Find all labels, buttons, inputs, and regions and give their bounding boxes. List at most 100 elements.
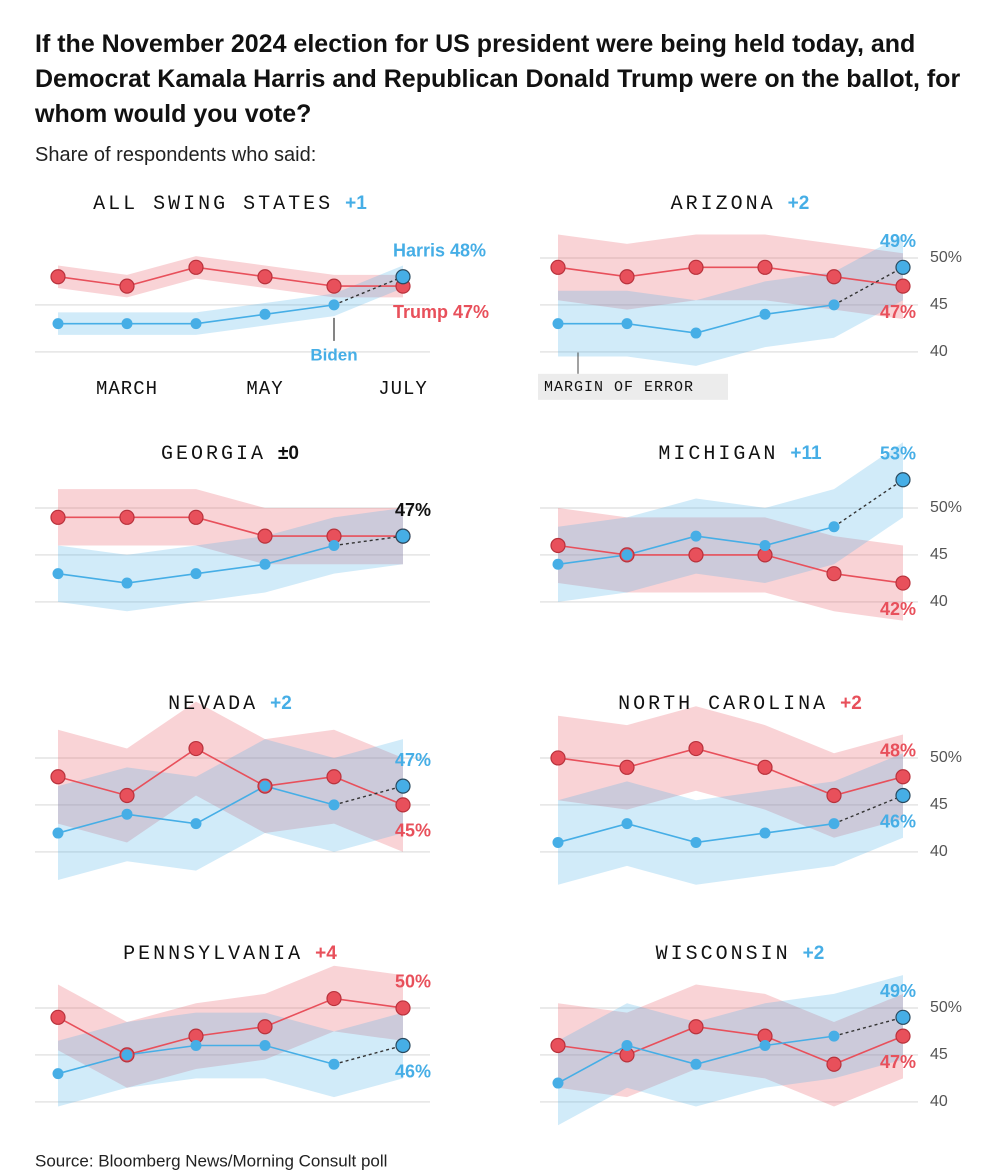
point <box>395 269 411 285</box>
panel-title: ALL SWING STATES +1 <box>93 193 367 216</box>
point <box>759 308 771 320</box>
panel-title: GEORGIA ±0 <box>161 443 299 466</box>
value-label: 47% <box>880 302 916 322</box>
y-tick-label: 40 <box>930 593 948 610</box>
series-line <box>58 516 403 537</box>
margin-band <box>58 507 403 612</box>
margin-band <box>58 1012 403 1107</box>
connector <box>833 794 904 825</box>
panel-lead: +2 <box>788 193 810 214</box>
annotation: MARGIN OF ERROR <box>544 379 694 396</box>
y-tick-label: 45 <box>930 296 948 313</box>
point <box>621 818 633 830</box>
point <box>50 1009 66 1025</box>
margin-band <box>558 753 903 885</box>
value-label: 47% <box>395 750 431 770</box>
panel-title: WISCONSIN +2 <box>656 943 825 966</box>
margin-band <box>558 442 903 602</box>
point <box>895 575 911 591</box>
point <box>328 1058 340 1070</box>
panel-lead: +2 <box>803 943 825 964</box>
value-label: 46% <box>395 1061 431 1081</box>
point <box>550 1037 566 1054</box>
series-line <box>557 544 904 584</box>
point <box>326 278 342 294</box>
panel-name: NORTH CAROLINA <box>618 693 828 716</box>
margin-band <box>58 265 403 335</box>
point <box>121 1049 133 1061</box>
point <box>326 769 342 785</box>
point <box>759 540 771 551</box>
margin-band <box>58 701 403 852</box>
point <box>395 1037 411 1054</box>
point <box>328 299 340 311</box>
point <box>121 577 133 589</box>
point <box>828 299 840 311</box>
point <box>52 318 64 330</box>
point <box>395 528 411 544</box>
point <box>188 259 204 275</box>
point <box>328 799 340 811</box>
point <box>52 827 64 839</box>
point <box>188 740 204 757</box>
point <box>826 1056 842 1072</box>
value-label: Harris 48% <box>393 240 486 260</box>
panel-lead: +11 <box>790 443 822 464</box>
point <box>826 566 842 582</box>
point <box>619 759 635 775</box>
point <box>121 318 133 330</box>
point <box>550 259 566 275</box>
point <box>50 509 66 525</box>
point <box>826 269 842 285</box>
point <box>828 1030 840 1042</box>
point <box>395 778 411 794</box>
point <box>621 549 633 561</box>
series-line <box>557 266 904 287</box>
title: If the November 2024 election for US pre… <box>35 30 961 128</box>
x-tick-label: MAY <box>246 378 283 400</box>
point <box>690 836 702 848</box>
panel-lead: +2 <box>840 693 862 714</box>
panel-name: ALL SWING STATES <box>93 193 333 216</box>
point <box>395 1000 411 1016</box>
point <box>119 278 135 294</box>
point <box>690 1058 702 1070</box>
point <box>895 1009 911 1025</box>
margin-band <box>58 739 403 880</box>
y-tick-label: 50% <box>930 749 962 766</box>
point <box>119 509 135 525</box>
panel-lead: ±0 <box>278 443 299 464</box>
connector <box>833 266 904 306</box>
panel-name: ARIZONA <box>671 193 776 216</box>
y-tick-label: 50% <box>930 499 962 516</box>
panel-name: WISCONSIN <box>656 943 791 966</box>
point <box>688 740 704 757</box>
y-tick-label: 50% <box>930 249 962 266</box>
point <box>759 1040 771 1051</box>
margin-band <box>58 965 403 1088</box>
point <box>621 318 633 330</box>
subtitle: Share of respondents who said: <box>35 144 317 166</box>
y-tick-label: 45 <box>930 546 948 563</box>
panel-name: NEVADA <box>168 693 258 716</box>
point <box>395 797 411 813</box>
point <box>50 769 66 785</box>
panel-name: PENNSYLVANIA <box>123 943 303 966</box>
point <box>119 787 135 804</box>
margin-band <box>58 256 403 298</box>
point <box>257 528 273 544</box>
series-line <box>57 266 403 287</box>
value-label: 48% <box>880 740 916 760</box>
point <box>552 836 564 848</box>
point <box>895 787 911 804</box>
point <box>895 1028 911 1044</box>
point <box>619 269 635 285</box>
margin-band <box>558 975 903 1126</box>
point <box>688 547 704 563</box>
margin-band <box>558 984 903 1107</box>
panel-title: NEVADA +2 <box>168 693 292 716</box>
point <box>190 1040 202 1051</box>
margin-band <box>558 234 903 319</box>
value-label: 45% <box>395 821 431 841</box>
point <box>757 259 773 275</box>
